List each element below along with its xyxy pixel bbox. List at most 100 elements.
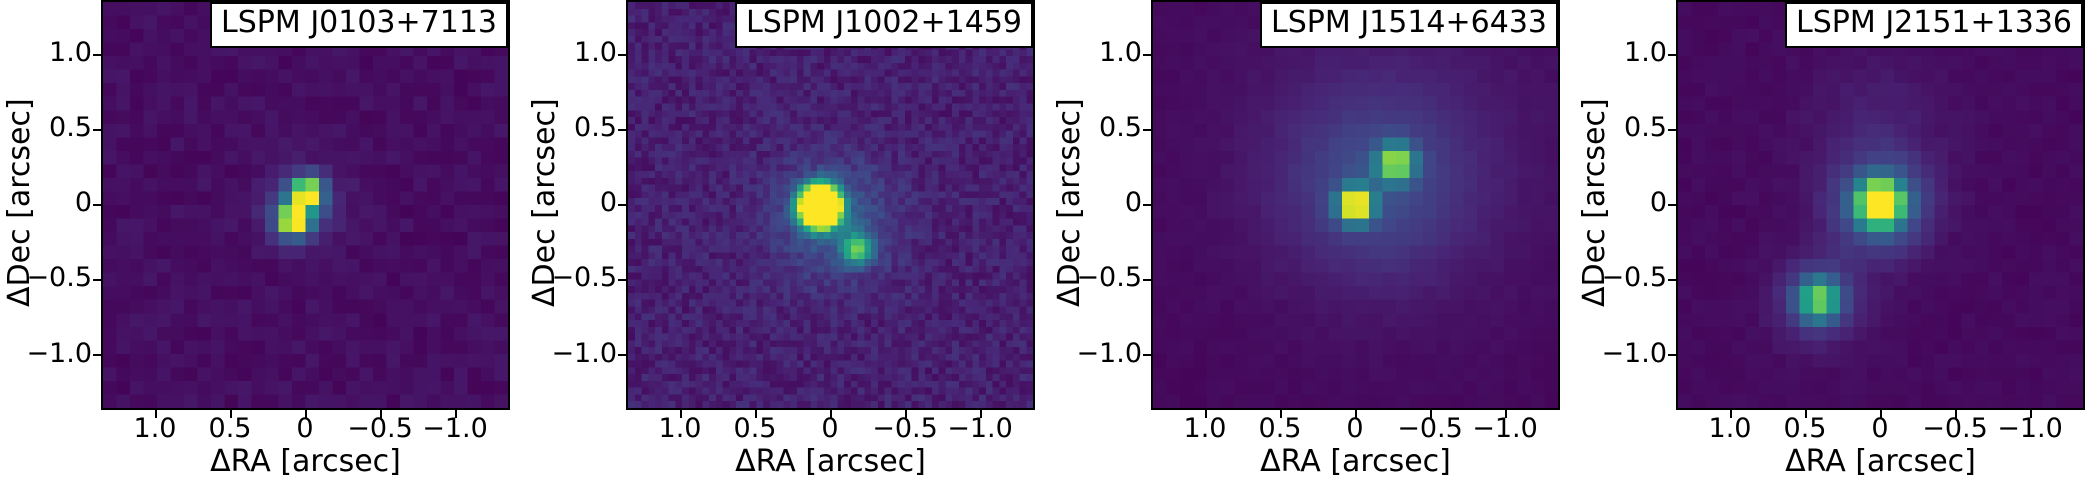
y-tick-label: 0 xyxy=(1124,187,1142,218)
x-tick-mark xyxy=(1279,410,1282,418)
x-tick-label: 1.0 xyxy=(133,413,177,444)
x-tick-label: −0.5 xyxy=(872,413,938,444)
x-tick-label: 1.0 xyxy=(1183,413,1227,444)
y-tick-mark xyxy=(93,204,101,206)
y-tick-label: −0.5 xyxy=(551,262,617,293)
x-tick-mark xyxy=(1879,410,1882,418)
x-tick-label: 1.0 xyxy=(1708,413,1752,444)
x-tick-mark xyxy=(979,410,982,418)
x-axis-label: ΔRA [arcsec] xyxy=(210,444,401,479)
y-tick-label: 1.0 xyxy=(1099,37,1142,68)
y-tick-label: −1.0 xyxy=(26,338,92,369)
x-tick-mark xyxy=(454,410,457,418)
y-tick-mark xyxy=(618,53,626,56)
x-tick-mark xyxy=(1729,410,1732,418)
panel-title: LSPM J1002+1459 xyxy=(735,2,1033,48)
y-tick-mark xyxy=(93,53,101,56)
x-tick-mark xyxy=(304,410,307,418)
y-tick-mark xyxy=(1143,279,1151,282)
y-tick-mark xyxy=(1668,354,1676,357)
y-tick-label: −0.5 xyxy=(26,262,92,293)
y-tick-mark xyxy=(1143,128,1151,131)
x-tick-label: 1.0 xyxy=(658,413,702,444)
heatmap-image xyxy=(628,2,1033,408)
x-tick-mark xyxy=(1429,410,1432,418)
y-tick-label: 1.0 xyxy=(49,37,92,68)
x-tick-label: 0.5 xyxy=(1258,413,1302,444)
heatmap-image xyxy=(1678,2,2083,408)
heatmap-image xyxy=(103,2,508,408)
y-tick-label: −0.5 xyxy=(1601,262,1667,293)
x-tick-mark xyxy=(829,410,832,418)
y-tick-label: 0.5 xyxy=(1624,112,1667,143)
x-tick-mark xyxy=(154,410,157,418)
y-tick-mark xyxy=(618,279,626,282)
heatmap-image xyxy=(1153,2,1558,408)
x-tick-label: −0.5 xyxy=(1397,413,1463,444)
plot-area: LSPM J2151+1336 xyxy=(1668,0,2085,418)
x-tick-label: 0 xyxy=(1871,413,1889,444)
plot-area: LSPM J1514+6433 xyxy=(1143,0,1560,418)
subplot-lspm-j0103: ΔDec [arcsec] 1.0 0.5 0 −0.5 −1.0 LSPM J… xyxy=(0,0,525,480)
x-tick-mark xyxy=(1354,410,1357,418)
y-tick-label: −1.0 xyxy=(1076,338,1142,369)
x-tick-label: −0.5 xyxy=(347,413,413,444)
y-tick-mark xyxy=(618,204,626,206)
x-tick-mark xyxy=(229,410,232,418)
y-tick-label: 0 xyxy=(599,187,617,218)
y-tick-label: 0 xyxy=(1649,187,1667,218)
y-tick-mark xyxy=(1668,279,1676,282)
panel-title: LSPM J1514+6433 xyxy=(1260,2,1558,48)
y-tick-label: 0.5 xyxy=(1099,112,1142,143)
y-tick-mark xyxy=(1668,53,1676,56)
y-tick-label: 0.5 xyxy=(574,112,617,143)
x-tick-label: −1.0 xyxy=(1472,413,1538,444)
x-tick-label: −1.0 xyxy=(1997,413,2063,444)
x-tick-mark xyxy=(1804,410,1807,418)
y-tick-mark xyxy=(1668,128,1676,131)
y-tick-label: −0.5 xyxy=(1076,262,1142,293)
x-tick-mark xyxy=(1504,410,1507,418)
plot-area: LSPM J0103+7113 xyxy=(93,0,510,418)
y-tick-mark xyxy=(93,279,101,282)
y-tick-label: 0 xyxy=(74,187,92,218)
y-tick-mark xyxy=(1143,53,1151,56)
x-tick-mark xyxy=(2029,410,2032,418)
x-axis-label: ΔRA [arcsec] xyxy=(735,444,926,479)
x-tick-label: −1.0 xyxy=(947,413,1013,444)
x-tick-mark xyxy=(1204,410,1207,418)
plot-area: LSPM J1002+1459 xyxy=(618,0,1035,418)
x-axis-label: ΔRA [arcsec] xyxy=(1785,444,1976,479)
x-tick-label: 0 xyxy=(821,413,839,444)
x-tick-label: −1.0 xyxy=(422,413,488,444)
y-tick-label: −1.0 xyxy=(1601,338,1667,369)
x-tick-label: 0 xyxy=(1346,413,1364,444)
y-tick-mark xyxy=(93,128,101,131)
y-tick-mark xyxy=(1143,354,1151,357)
x-tick-mark xyxy=(904,410,907,418)
subplot-lspm-j2151: ΔDec [arcsec] 1.0 0.5 0 −0.5 −1.0 LSPM J… xyxy=(1575,0,2100,480)
x-axis-label: ΔRA [arcsec] xyxy=(1260,444,1451,479)
y-tick-label: 1.0 xyxy=(1624,37,1667,68)
x-tick-label: 0.5 xyxy=(733,413,777,444)
y-tick-mark xyxy=(618,128,626,131)
y-tick-mark xyxy=(1143,204,1151,206)
y-tick-label: 0.5 xyxy=(49,112,92,143)
y-tick-label: −1.0 xyxy=(551,338,617,369)
x-tick-mark xyxy=(679,410,682,418)
x-tick-label: −0.5 xyxy=(1922,413,1988,444)
y-tick-label: 1.0 xyxy=(574,37,617,68)
panel-title: LSPM J2151+1336 xyxy=(1785,2,2083,48)
y-tick-mark xyxy=(93,354,101,357)
x-tick-mark xyxy=(1954,410,1957,418)
x-tick-label: 0.5 xyxy=(208,413,252,444)
x-tick-mark xyxy=(754,410,757,418)
y-tick-mark xyxy=(1668,204,1676,206)
panel-title: LSPM J0103+7113 xyxy=(210,2,508,48)
subplot-lspm-j1002: ΔDec [arcsec] 1.0 0.5 0 −0.5 −1.0 LSPM J… xyxy=(525,0,1050,480)
y-tick-mark xyxy=(618,354,626,357)
x-tick-label: 0 xyxy=(296,413,314,444)
x-tick-mark xyxy=(379,410,382,418)
x-tick-label: 0.5 xyxy=(1783,413,1827,444)
